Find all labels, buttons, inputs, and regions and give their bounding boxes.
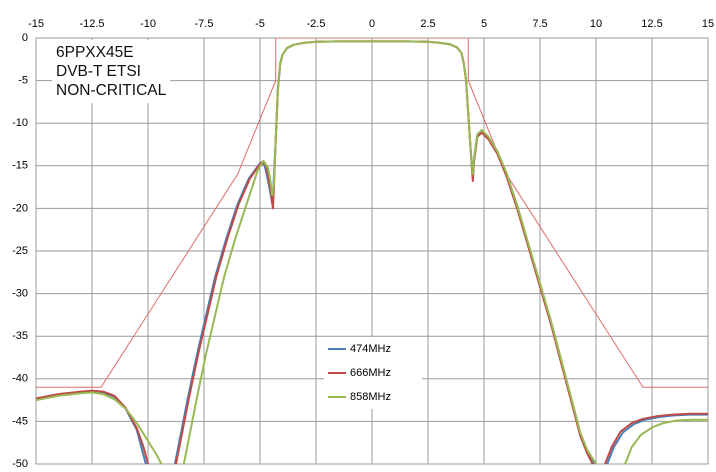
legend-swatch-858mhz (328, 396, 346, 398)
x-tick-label: 15 (702, 18, 714, 30)
x-tick-label: 0 (369, 18, 375, 30)
series-line-858mhz-segment-3 (624, 418, 708, 464)
x-tick-label: -5 (255, 18, 265, 30)
y-tick-label: -25 (12, 245, 28, 257)
series-line-666mhz-segment-3 (604, 412, 708, 464)
legend-label-474mhz: 474MHz (350, 343, 391, 355)
y-tick-label: -10 (12, 117, 28, 129)
chart-title-line-1: 6PPXX45E (56, 44, 134, 61)
x-tick-label: -15 (28, 18, 44, 30)
legend-item-666mhz: 666MHz (324, 361, 422, 385)
y-tick-label: 0 (22, 32, 28, 44)
x-tick-label: -10 (140, 18, 156, 30)
x-tick-label: 12.5 (641, 18, 662, 30)
x-tick-label: -2.5 (307, 18, 326, 30)
y-tick-label: -5 (18, 75, 28, 87)
x-tick-label: 5 (481, 18, 487, 30)
series-line-858mhz-segment-2 (182, 40, 597, 464)
y-tick-label: -45 (12, 415, 28, 427)
chart-title-line-3: NON-CRITICAL (56, 82, 167, 99)
y-tick-label: -20 (12, 202, 28, 214)
x-tick-label: -12.5 (79, 18, 104, 30)
x-axis-tick-labels: -15 -12.5 -10 -7.5 -5 -2.5 0 2.5 5 7.5 10 12.5 15 (28, 18, 714, 30)
mask-limit-line (36, 38, 708, 388)
legend-swatch-666mhz (328, 372, 346, 374)
chart-title-box: 6PPXX45E DVB-T ETSI NON-CRITICAL (52, 40, 171, 103)
series-lines (36, 38, 708, 464)
y-tick-label: -40 (12, 373, 28, 385)
series-line-666mhz-segment-1 (36, 389, 149, 464)
legend-label-666mhz: 666MHz (350, 367, 391, 379)
x-tick-label: -7.5 (195, 18, 214, 30)
chart-title-line-2: DVB-T ETSI (56, 63, 141, 80)
series-line-858mhz-segment-1 (36, 391, 163, 464)
x-tick-label: 2.5 (420, 18, 435, 30)
legend-item-474mhz: 474MHz (324, 337, 422, 361)
legend-label-858mhz: 858MHz (350, 391, 391, 403)
y-tick-label: -15 (12, 160, 28, 172)
y-axis-tick-labels: 0 -5 -10 -15 -20 -25 -30 -35 -40 -45 -50 (12, 32, 28, 470)
legend-swatch-474mhz (328, 348, 346, 350)
y-tick-label: -35 (12, 330, 28, 342)
y-tick-label: -30 (12, 288, 28, 300)
legend: 474MHz 666MHz 858MHz (324, 337, 422, 409)
y-tick-label: -50 (12, 458, 28, 470)
x-tick-label: 7.5 (532, 18, 547, 30)
x-tick-label: 10 (590, 18, 602, 30)
legend-item-858mhz: 858MHz (324, 385, 422, 409)
